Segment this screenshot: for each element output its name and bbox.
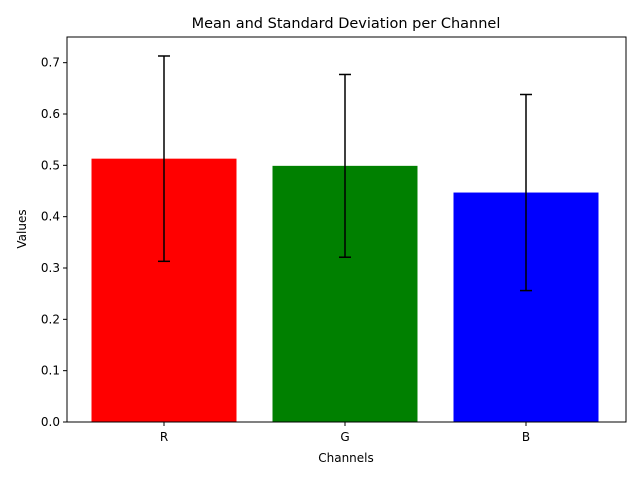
y-tick-label: 0.6	[41, 107, 60, 121]
plot-area: 0.0 0.1 0.2 0.3 0.4 0.5 0.6 0.7 R G B	[41, 36, 627, 444]
x-tick-label-g: G	[340, 430, 349, 444]
y-tick-label: 0.4	[41, 210, 60, 224]
x-axis-title: Channels	[318, 451, 374, 465]
y-tick-label: 0.7	[41, 56, 60, 70]
y-tick-label: 0.1	[41, 364, 60, 378]
x-tick-label-r: R	[160, 430, 168, 444]
y-tick-label: 0.5	[41, 158, 60, 172]
y-axis-title: Values	[15, 209, 29, 248]
chart-title: Mean and Standard Deviation per Channel	[192, 16, 501, 32]
y-tick-label: 0.0	[41, 415, 60, 429]
x-tick-label-b: B	[522, 430, 530, 444]
y-tick-label: 0.3	[41, 261, 60, 275]
plot-frame	[66, 36, 627, 423]
y-tick-label: 0.2	[41, 312, 60, 326]
